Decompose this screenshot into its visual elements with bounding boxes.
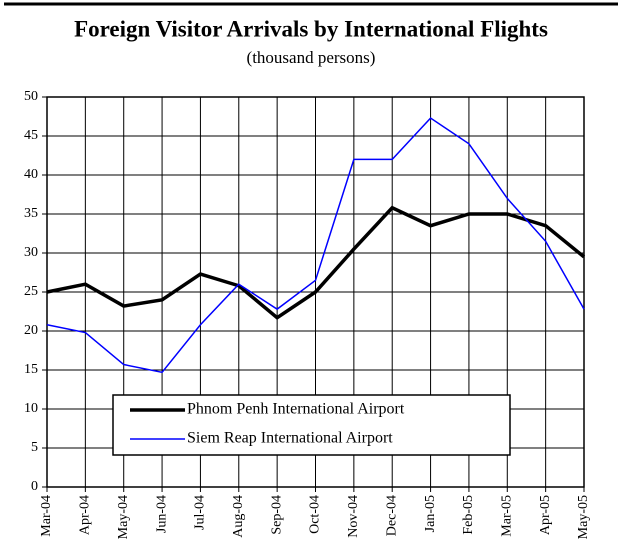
y-tick-label: 0 <box>31 479 38 494</box>
y-tick-label: 40 <box>24 167 38 182</box>
x-tick-label: Jul-04 <box>193 495 208 530</box>
x-tick-label: Mar-04 <box>39 495 54 537</box>
x-tick-label: Oct-04 <box>308 495 323 534</box>
y-tick-label: 25 <box>24 284 38 299</box>
y-tick-label: 5 <box>31 440 38 455</box>
y-tick-label: 30 <box>24 245 38 260</box>
x-tick-label: Dec-04 <box>384 495 399 536</box>
x-tick-label: Aug-04 <box>231 495 246 538</box>
series-line <box>46 205 586 320</box>
legend-label: Siem Reap International Airport <box>187 430 393 447</box>
series-line <box>46 117 585 374</box>
y-tick-label: 10 <box>24 401 38 416</box>
chart-subtitle: (thousand persons) <box>247 48 376 67</box>
x-tick-label: Sep-04 <box>269 495 284 535</box>
x-tick-label: May-04 <box>116 495 131 539</box>
x-tick-label: Jan-05 <box>423 495 438 532</box>
x-tick-label: Apr-04 <box>78 495 93 535</box>
y-tick-label: 15 <box>24 362 38 377</box>
x-tick-label: Nov-04 <box>346 495 361 538</box>
chart-title: Foreign Visitor Arrivals by Internationa… <box>74 16 548 41</box>
x-tick-label: May-05 <box>576 495 591 539</box>
x-tick-label: Apr-05 <box>538 495 553 535</box>
x-tick-label: Mar-05 <box>500 495 515 537</box>
y-tick-label: 50 <box>24 89 38 104</box>
legend-label: Phnom Penh International Airport <box>187 401 405 418</box>
y-tick-label: 20 <box>24 323 38 338</box>
y-tick-label: 45 <box>24 128 38 143</box>
y-tick-label: 35 <box>24 206 38 221</box>
legend-box <box>112 394 511 456</box>
x-tick-label: Feb-05 <box>461 495 476 535</box>
x-tick-label: Jun-04 <box>154 495 169 533</box>
